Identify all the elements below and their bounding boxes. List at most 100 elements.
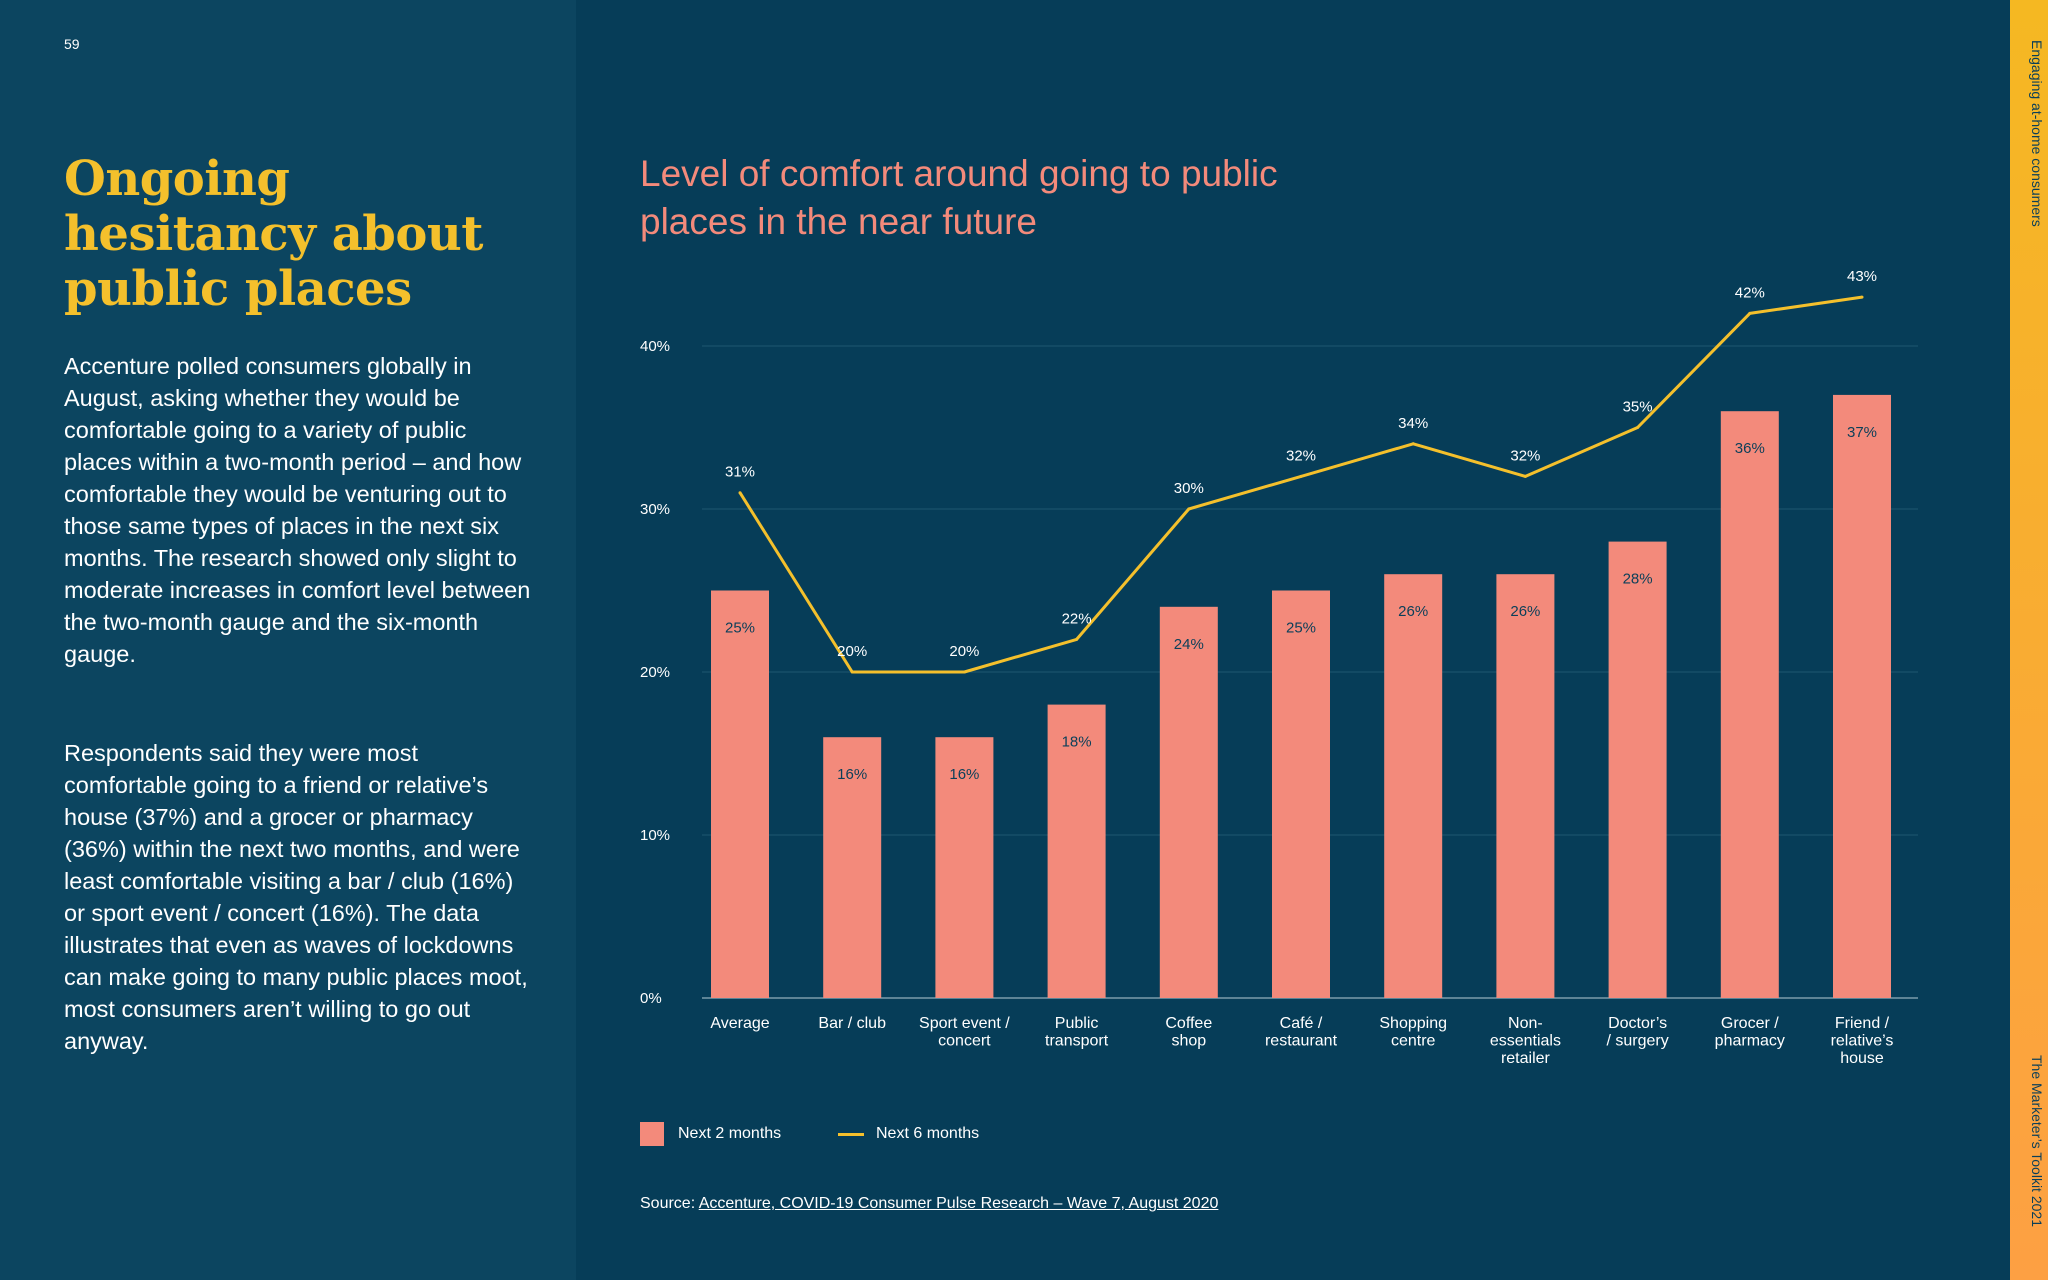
bar-next-2-months	[711, 590, 769, 998]
line-point	[1299, 474, 1303, 478]
source-prefix: Source:	[640, 1195, 699, 1212]
bar-next-2-months	[823, 737, 882, 998]
bar-layer	[711, 394, 1891, 998]
side-accent-strip	[2010, 0, 2048, 1280]
x-category-label: Doctor’s / surgery	[1606, 1015, 1668, 1050]
x-category-label-line: Doctor’s	[1608, 1015, 1667, 1032]
chart-title: Level of comfort around going to public …	[640, 153, 1278, 242]
bar-next-2-months	[1272, 590, 1330, 998]
line-point	[1411, 442, 1415, 446]
line-data-label: 32%	[1510, 447, 1540, 464]
legend-line-swatch	[838, 1133, 864, 1136]
line-point	[1523, 474, 1527, 478]
page-headline: Ongoing hesitancy about public places	[64, 151, 483, 317]
x-category-label: Bar / club	[818, 1015, 886, 1032]
x-category-label-line: Shopping	[1379, 1015, 1447, 1032]
x-category-label: Shopping centre	[1379, 1015, 1447, 1050]
x-category-label: Café / restaurant	[1265, 1015, 1338, 1050]
left-panel	[0, 0, 576, 1280]
legend-bar-swatch	[640, 1122, 664, 1146]
x-category-label: Grocer / pharmacy	[1715, 1015, 1785, 1050]
x-category-label-line: transport	[1045, 1033, 1109, 1050]
y-tick-label: 40%	[640, 338, 670, 355]
line-point	[1636, 426, 1640, 429]
x-category-label-line: restaurant	[1265, 1033, 1338, 1050]
y-tick-label: 0%	[640, 990, 662, 1007]
legend-label-next-2-months: Next 2 months	[678, 1125, 782, 1142]
x-category-label-line: Coffee	[1165, 1015, 1212, 1032]
bar-next-2-months	[1833, 394, 1891, 998]
bar-next-2-months	[1159, 606, 1218, 998]
x-category-label-line: Grocer /	[1721, 1015, 1779, 1032]
line-data-label: 20%	[837, 643, 867, 660]
source-note: Source: Accenture, COVID-19 Consumer Pul…	[640, 1195, 1218, 1213]
line-point	[1187, 507, 1191, 511]
line-point	[962, 670, 966, 674]
page-number: 59	[64, 36, 80, 52]
bar-data-label: 26%	[1398, 603, 1428, 620]
bar-next-2-months	[1608, 541, 1667, 998]
x-category-label-line: shop	[1171, 1033, 1206, 1050]
line-data-label: 34%	[1398, 415, 1428, 432]
x-category-label-line: house	[1840, 1050, 1884, 1067]
line-data-label: 32%	[1286, 447, 1316, 464]
x-category-label-line: Café /	[1280, 1015, 1323, 1032]
y-tick-label: 30%	[640, 501, 670, 518]
x-category-label-line: centre	[1391, 1033, 1436, 1050]
x-category-label-line: Public	[1055, 1015, 1099, 1032]
line-data-label: 20%	[949, 643, 979, 660]
x-category-label: Coffee shop	[1165, 1015, 1212, 1050]
x-category-label-line: Bar / club	[818, 1015, 886, 1032]
line-data-label: 31%	[725, 464, 755, 481]
publication-label: The Marketer’s Toolkit 2021	[2029, 1055, 2045, 1227]
x-category-label-line: Non-	[1508, 1015, 1543, 1032]
bar-next-2-months	[1384, 574, 1443, 998]
line-point	[1075, 637, 1079, 641]
line-data-label: 35%	[1623, 399, 1653, 416]
line-data-label: 30%	[1174, 480, 1204, 497]
x-category-label-line: pharmacy	[1715, 1033, 1785, 1050]
x-category-label-line: Friend /	[1835, 1015, 1890, 1032]
y-tick-label: 10%	[640, 827, 670, 844]
bar-next-2-months	[1720, 411, 1779, 998]
bar-data-label: 25%	[1286, 620, 1316, 637]
line-point	[850, 670, 854, 674]
bar-next-2-months	[1047, 704, 1106, 998]
x-category-label-line: essentials	[1490, 1033, 1561, 1050]
line-data-label: 43%	[1847, 268, 1877, 285]
bar-data-label: 16%	[949, 766, 979, 783]
x-category-label-line: retailer	[1501, 1050, 1551, 1067]
x-category-label: Non-essentials retailer	[1490, 1015, 1561, 1067]
bar-data-label: 26%	[1510, 603, 1540, 620]
line-data-label: 22%	[1062, 610, 1092, 627]
bar-data-label: 37%	[1847, 424, 1877, 441]
bar-data-label: 36%	[1735, 440, 1765, 457]
line-point	[1860, 295, 1864, 299]
legend-label-next-6-months: Next 6 months	[876, 1125, 980, 1142]
bar-next-2-months	[1496, 574, 1555, 998]
y-tick-label: 20%	[640, 664, 670, 681]
body-paragraph-1: Accenture polled consumers globally in A…	[64, 353, 531, 667]
line-point	[1748, 311, 1752, 315]
line-data-label: 42%	[1735, 284, 1765, 301]
label-layer: 0% 10% 20% 30% 40% 25% 16% 16% 18% 24% 25% 26% 26% 28…	[640, 268, 1893, 1067]
bar-data-label: 25%	[725, 620, 755, 637]
bar-data-label: 24%	[1174, 636, 1204, 653]
line-layer	[738, 295, 1864, 674]
x-category-label-line: relative’s	[1831, 1033, 1894, 1050]
x-category-label: Sport event / concert	[919, 1015, 1010, 1050]
x-category-label-line: Sport event /	[919, 1015, 1010, 1032]
bar-data-label: 28%	[1623, 571, 1653, 588]
bar-data-label: 16%	[837, 766, 867, 783]
body-paragraph-2: Respondents said they were most comforta…	[64, 740, 528, 1054]
bar-data-label: 18%	[1062, 734, 1092, 751]
x-category-label-line: / surgery	[1606, 1033, 1668, 1050]
x-category-label-line: concert	[938, 1033, 991, 1050]
section-label: Engaging at-home consumers	[2029, 40, 2045, 227]
x-category-label-line: Average	[710, 1015, 769, 1032]
bar-next-2-months	[935, 737, 994, 998]
line-point	[738, 491, 742, 495]
source-link[interactable]: Accenture, COVID-19 Consumer Pulse Resea…	[698, 1195, 1219, 1212]
x-category-label: Friend / relative’s house	[1831, 1015, 1894, 1067]
